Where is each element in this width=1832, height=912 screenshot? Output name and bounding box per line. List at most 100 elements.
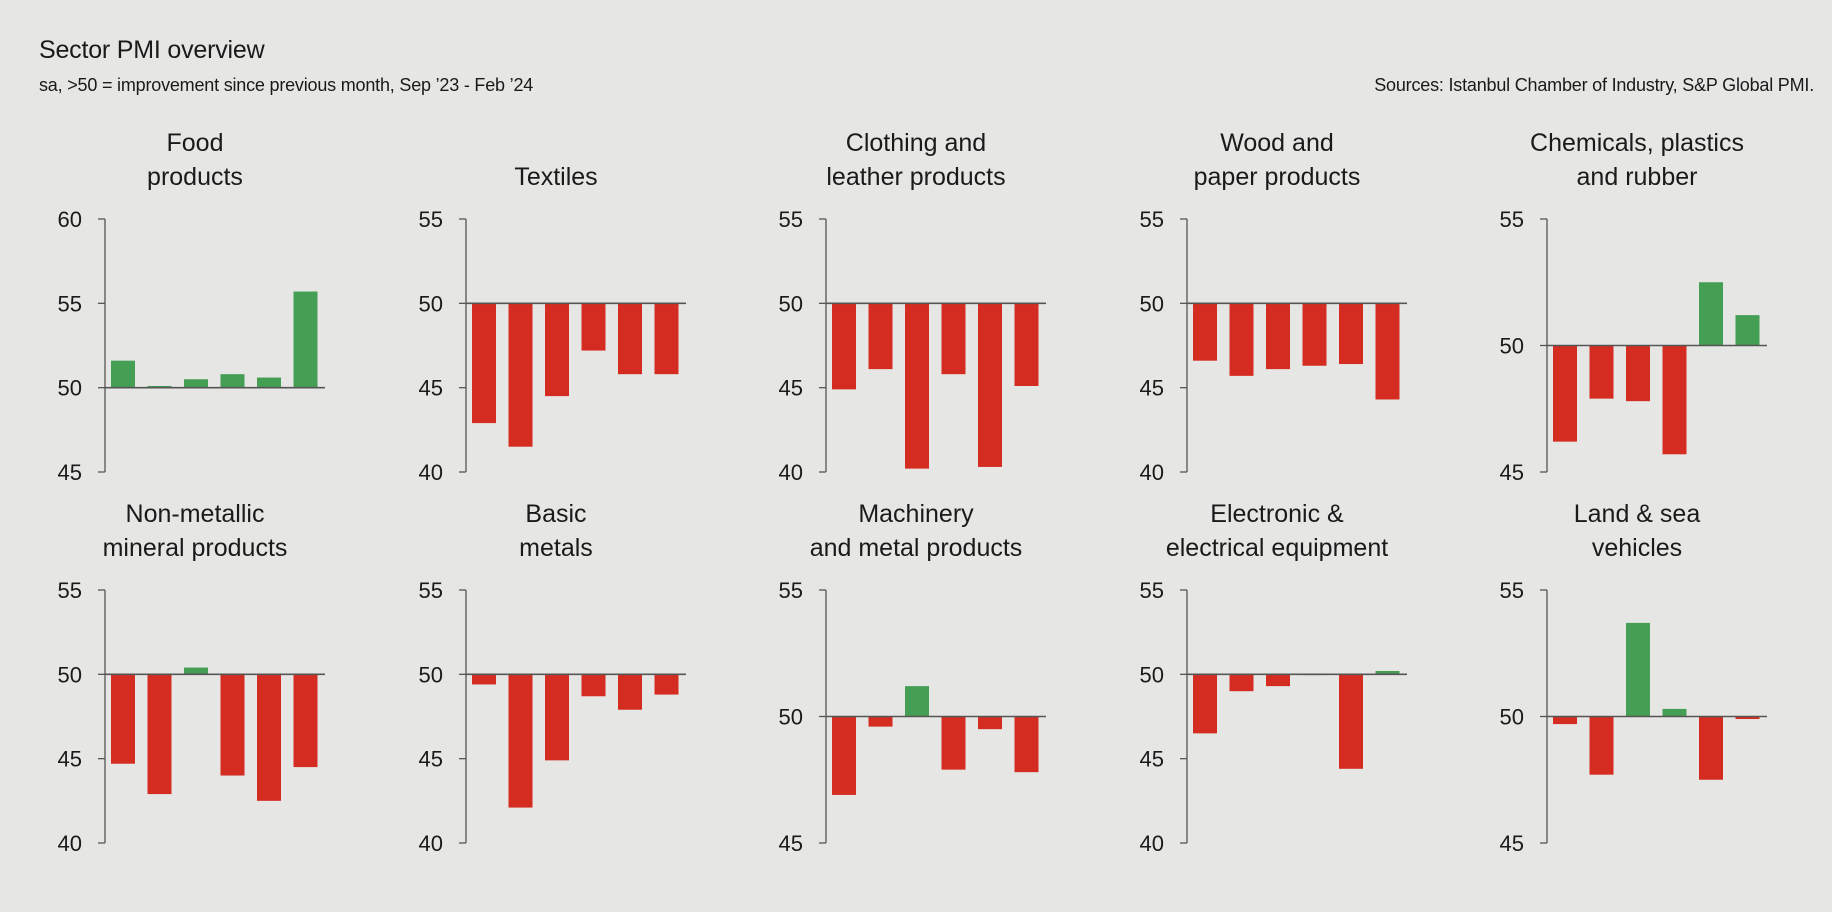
bar-5 bbox=[1339, 674, 1363, 769]
y-tick-label: 60 bbox=[58, 207, 82, 232]
chart-panel-10: Land & sea vehicles 45 50 55 bbox=[1500, 500, 1767, 856]
y-tick-label: 45 bbox=[779, 376, 803, 401]
y-tick-label: 55 bbox=[419, 578, 443, 603]
y-tick-label: 45 bbox=[1140, 376, 1164, 401]
bar-6 bbox=[1735, 315, 1760, 346]
panel-title-line-2: paper products bbox=[1194, 163, 1361, 191]
y-tick-label: 40 bbox=[419, 831, 443, 856]
y-tick-label: 45 bbox=[58, 747, 82, 772]
y-tick-label: 50 bbox=[419, 662, 443, 687]
bar-6 bbox=[293, 674, 318, 768]
bar-3 bbox=[1266, 303, 1290, 370]
chart-panel-4: Wood and paper products 40 45 50 55 bbox=[1140, 129, 1407, 485]
panel-title-line-2: mineral products bbox=[103, 534, 288, 562]
bar-3 bbox=[1626, 345, 1650, 402]
panel-title-line-2: vehicles bbox=[1592, 534, 1682, 562]
y-tick-label: 40 bbox=[58, 831, 82, 856]
bar-1 bbox=[111, 360, 135, 388]
bar-4 bbox=[1662, 345, 1687, 455]
y-tick-label: 50 bbox=[779, 705, 803, 730]
panel-title-line-1: Chemicals, plastics bbox=[1530, 129, 1744, 157]
y-tick-label: 50 bbox=[1500, 705, 1524, 730]
bar-6 bbox=[1375, 670, 1400, 675]
bar-1 bbox=[472, 303, 496, 424]
bar-1 bbox=[832, 716, 856, 795]
bar-2 bbox=[1229, 674, 1254, 692]
bar-1 bbox=[111, 674, 135, 764]
panel-title-line-2: leather products bbox=[826, 163, 1005, 191]
y-tick-label: 50 bbox=[419, 291, 443, 316]
y-tick-label: 45 bbox=[779, 831, 803, 856]
bar-6 bbox=[1014, 716, 1039, 773]
bar-4 bbox=[220, 374, 245, 388]
bar-4 bbox=[581, 674, 606, 697]
y-tick-label: 55 bbox=[58, 578, 82, 603]
chart-panel-3: Clothing and leather products 40 45 50 55 bbox=[779, 129, 1046, 485]
bar-2 bbox=[868, 716, 893, 727]
bar-3 bbox=[905, 303, 929, 469]
bar-5 bbox=[257, 377, 281, 388]
bar-5 bbox=[1339, 303, 1363, 365]
bar-3 bbox=[905, 686, 929, 717]
page-subtitle: sa, >50 = improvement since previous mon… bbox=[39, 75, 534, 95]
panel-title-line-1: Non-metallic bbox=[126, 500, 265, 528]
chart-panel-5: Chemicals, plastics and rubber 45 50 55 bbox=[1500, 129, 1767, 485]
bar-2 bbox=[1589, 345, 1614, 399]
bar-5 bbox=[618, 303, 642, 375]
bar-1 bbox=[472, 674, 496, 685]
page-title: Sector PMI overview bbox=[39, 36, 265, 64]
bar-6 bbox=[1735, 716, 1760, 720]
bar-4 bbox=[941, 303, 966, 375]
y-tick-label: 40 bbox=[779, 460, 803, 485]
y-tick-label: 55 bbox=[1140, 207, 1164, 232]
y-tick-label: 45 bbox=[1500, 460, 1524, 485]
bar-4 bbox=[581, 303, 606, 351]
bar-6 bbox=[654, 303, 679, 375]
panel-title-line-1: Electronic & bbox=[1210, 500, 1344, 528]
bar-3 bbox=[1266, 674, 1290, 687]
bar-4 bbox=[1302, 303, 1327, 366]
y-tick-label: 50 bbox=[779, 291, 803, 316]
bar-6 bbox=[654, 674, 679, 695]
y-tick-label: 50 bbox=[58, 376, 82, 401]
panel-title-line-2: products bbox=[147, 163, 243, 191]
bar-6 bbox=[1014, 303, 1039, 386]
y-tick-label: 55 bbox=[419, 207, 443, 232]
panel-title-line-2: and metal products bbox=[810, 534, 1023, 562]
y-tick-label: 50 bbox=[1500, 334, 1524, 359]
bar-2 bbox=[147, 385, 172, 388]
bar-1 bbox=[1193, 674, 1217, 734]
panel-title-line-2: Textiles bbox=[514, 163, 597, 191]
bar-1 bbox=[1553, 716, 1577, 725]
y-tick-label: 45 bbox=[1140, 747, 1164, 772]
bar-1 bbox=[1193, 303, 1217, 361]
bar-5 bbox=[978, 716, 1002, 730]
y-tick-label: 55 bbox=[1140, 578, 1164, 603]
bar-4 bbox=[1662, 708, 1687, 717]
bar-5 bbox=[618, 674, 642, 710]
chart-panel-2: Textiles 40 45 50 55 bbox=[419, 163, 686, 485]
panel-title-line-1: Machinery bbox=[858, 500, 974, 528]
chart-panel-7: Basic metals 40 45 50 55 bbox=[419, 500, 686, 856]
bar-1 bbox=[1553, 345, 1577, 442]
y-tick-label: 55 bbox=[58, 291, 82, 316]
bar-2 bbox=[868, 303, 893, 370]
y-tick-label: 50 bbox=[1140, 291, 1164, 316]
y-tick-label: 55 bbox=[1500, 207, 1524, 232]
bar-3 bbox=[184, 667, 208, 675]
bar-2 bbox=[1589, 716, 1614, 775]
source-note: Sources: Istanbul Chamber of Industry, S… bbox=[1374, 75, 1814, 95]
bar-3 bbox=[1626, 622, 1650, 717]
bar-3 bbox=[545, 303, 569, 397]
y-tick-label: 40 bbox=[419, 460, 443, 485]
bar-1 bbox=[832, 303, 856, 390]
panel-title-line-1: Wood and bbox=[1220, 129, 1334, 157]
panel-title-line-2: and rubber bbox=[1577, 163, 1698, 191]
y-tick-label: 55 bbox=[779, 578, 803, 603]
bar-5 bbox=[1699, 716, 1723, 780]
bar-5 bbox=[978, 303, 1002, 467]
bar-6 bbox=[1375, 303, 1400, 400]
y-tick-label: 40 bbox=[1140, 831, 1164, 856]
chart-panel-6: Non-metallic mineral products 40 45 50 55 bbox=[58, 500, 325, 856]
